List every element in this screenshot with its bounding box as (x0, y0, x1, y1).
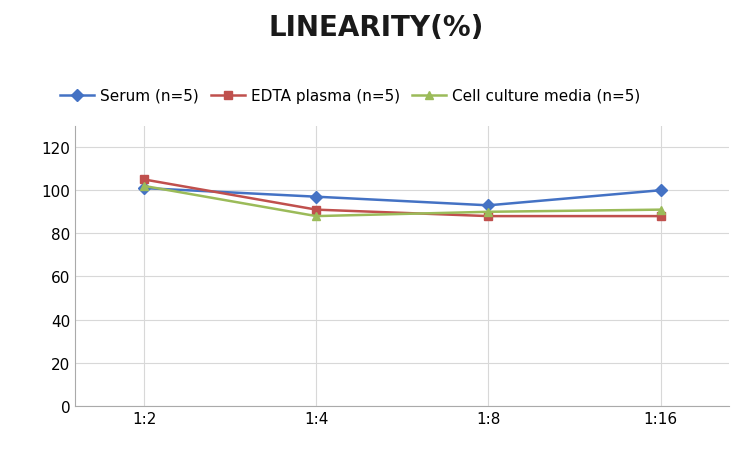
Cell culture media (n=5) (656, 207, 665, 213)
Serum (n=5) (312, 194, 321, 200)
EDTA plasma (n=5) (312, 207, 321, 213)
EDTA plasma (n=5) (484, 214, 493, 219)
Cell culture media (n=5) (140, 184, 149, 189)
Cell culture media (n=5) (484, 210, 493, 215)
Serum (n=5) (140, 186, 149, 191)
Cell culture media (n=5) (312, 214, 321, 219)
EDTA plasma (n=5) (656, 214, 665, 219)
Legend: Serum (n=5), EDTA plasma (n=5), Cell culture media (n=5): Serum (n=5), EDTA plasma (n=5), Cell cul… (60, 89, 640, 104)
Line: EDTA plasma (n=5): EDTA plasma (n=5) (140, 176, 665, 221)
Line: Serum (n=5): Serum (n=5) (140, 184, 665, 210)
Serum (n=5) (656, 188, 665, 193)
Line: Cell culture media (n=5): Cell culture media (n=5) (140, 182, 665, 221)
Text: LINEARITY(%): LINEARITY(%) (268, 14, 484, 41)
EDTA plasma (n=5) (140, 177, 149, 183)
Serum (n=5) (484, 203, 493, 208)
